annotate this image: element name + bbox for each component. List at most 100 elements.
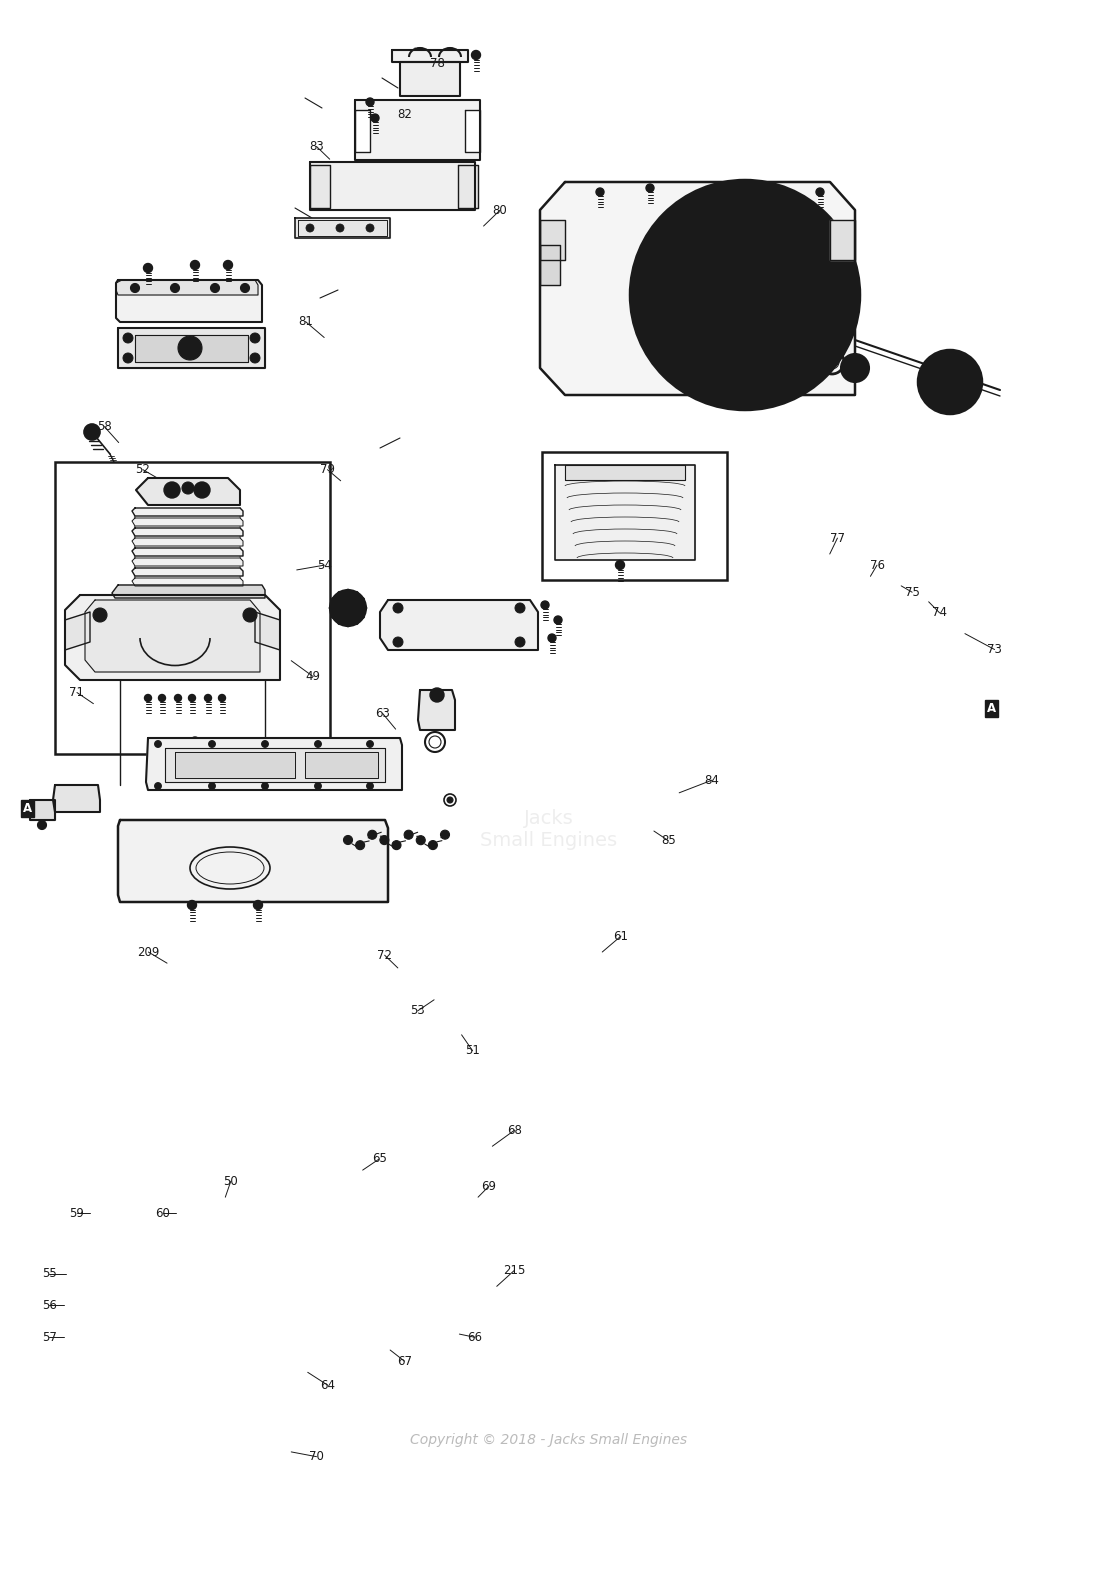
Polygon shape xyxy=(132,568,243,576)
Text: 66: 66 xyxy=(467,1331,482,1344)
Circle shape xyxy=(93,608,107,622)
Polygon shape xyxy=(118,328,265,368)
Polygon shape xyxy=(175,751,295,778)
Text: 82: 82 xyxy=(397,108,412,121)
Polygon shape xyxy=(135,334,248,361)
Text: 67: 67 xyxy=(397,1355,412,1368)
Text: 70: 70 xyxy=(309,1450,324,1463)
Text: 55: 55 xyxy=(42,1267,57,1280)
Circle shape xyxy=(189,694,196,702)
Text: 84: 84 xyxy=(704,774,720,786)
Circle shape xyxy=(241,283,249,293)
Text: 64: 64 xyxy=(320,1379,335,1391)
Circle shape xyxy=(515,603,525,613)
Circle shape xyxy=(346,589,349,592)
Circle shape xyxy=(853,376,857,382)
Polygon shape xyxy=(116,280,262,322)
Circle shape xyxy=(847,360,863,376)
Circle shape xyxy=(441,829,449,839)
Circle shape xyxy=(845,358,850,363)
Circle shape xyxy=(314,783,322,790)
Text: 58: 58 xyxy=(97,420,112,433)
Polygon shape xyxy=(418,689,455,731)
Bar xyxy=(935,392,965,404)
Text: 51: 51 xyxy=(465,1044,480,1057)
Circle shape xyxy=(471,51,480,59)
Polygon shape xyxy=(165,748,385,782)
Circle shape xyxy=(366,783,374,790)
Polygon shape xyxy=(565,465,685,481)
Circle shape xyxy=(630,180,861,411)
Polygon shape xyxy=(310,162,475,210)
Polygon shape xyxy=(540,220,565,259)
Circle shape xyxy=(767,334,803,369)
Circle shape xyxy=(170,283,179,293)
Text: 78: 78 xyxy=(430,57,445,70)
Text: 50: 50 xyxy=(223,1175,238,1188)
Text: 56: 56 xyxy=(42,1299,57,1312)
Circle shape xyxy=(346,622,349,627)
Circle shape xyxy=(775,342,795,361)
Text: Copyright © 2018 - Jacks Small Engines: Copyright © 2018 - Jacks Small Engines xyxy=(410,1433,688,1447)
Circle shape xyxy=(842,366,846,371)
Polygon shape xyxy=(306,751,378,778)
Polygon shape xyxy=(53,785,100,812)
Polygon shape xyxy=(118,820,388,903)
Text: 74: 74 xyxy=(932,607,947,619)
Circle shape xyxy=(646,185,654,193)
Circle shape xyxy=(331,597,335,602)
Circle shape xyxy=(366,740,374,748)
Polygon shape xyxy=(355,110,370,151)
Circle shape xyxy=(123,353,133,363)
Circle shape xyxy=(178,336,202,360)
Text: 49: 49 xyxy=(306,670,321,683)
Circle shape xyxy=(243,608,257,622)
Circle shape xyxy=(429,841,437,850)
Polygon shape xyxy=(830,220,855,259)
Circle shape xyxy=(417,836,425,845)
Text: 62: 62 xyxy=(715,341,731,353)
Polygon shape xyxy=(65,595,280,680)
Polygon shape xyxy=(295,218,390,237)
Text: 77: 77 xyxy=(830,532,845,544)
Circle shape xyxy=(262,783,268,790)
Polygon shape xyxy=(132,548,243,556)
Circle shape xyxy=(155,783,162,790)
Circle shape xyxy=(371,115,379,123)
Text: 85: 85 xyxy=(660,834,676,847)
Circle shape xyxy=(331,615,335,619)
Circle shape xyxy=(336,224,344,232)
Circle shape xyxy=(392,841,401,850)
Text: 61: 61 xyxy=(613,930,629,942)
Polygon shape xyxy=(392,49,468,62)
Circle shape xyxy=(330,591,366,626)
Text: 71: 71 xyxy=(69,686,85,699)
Text: 76: 76 xyxy=(869,559,885,572)
Text: 69: 69 xyxy=(481,1180,497,1192)
Circle shape xyxy=(596,188,604,196)
Text: 63: 63 xyxy=(375,707,390,720)
Circle shape xyxy=(337,597,359,619)
Polygon shape xyxy=(458,166,478,209)
Circle shape xyxy=(182,482,195,494)
Polygon shape xyxy=(132,559,243,567)
Circle shape xyxy=(262,740,268,748)
Circle shape xyxy=(37,820,46,829)
Circle shape xyxy=(940,373,961,392)
Circle shape xyxy=(548,634,556,642)
Polygon shape xyxy=(65,611,90,650)
Circle shape xyxy=(219,694,225,702)
Circle shape xyxy=(209,783,215,790)
Circle shape xyxy=(355,591,358,595)
Text: 72: 72 xyxy=(377,949,392,962)
Circle shape xyxy=(175,694,181,702)
Circle shape xyxy=(314,740,322,748)
Text: 73: 73 xyxy=(987,643,1002,656)
Text: A: A xyxy=(987,702,996,715)
Circle shape xyxy=(211,283,220,293)
Circle shape xyxy=(223,261,233,269)
Circle shape xyxy=(393,637,403,646)
Text: 60: 60 xyxy=(155,1207,170,1219)
Circle shape xyxy=(366,224,374,232)
Polygon shape xyxy=(400,62,460,96)
